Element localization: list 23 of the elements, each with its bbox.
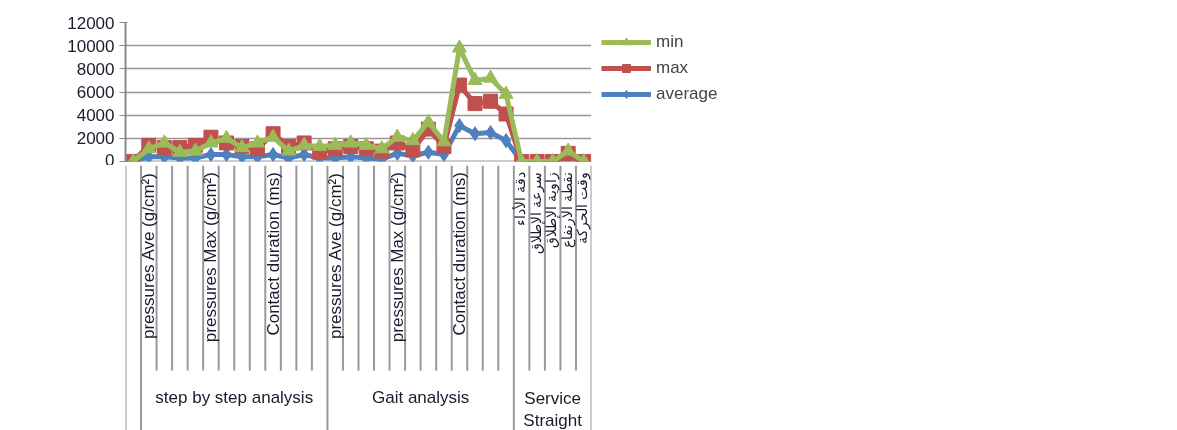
y-tick-label: 8000 <box>76 59 115 79</box>
x-tick-label: زاوية الإطلاق <box>543 172 561 249</box>
legend-label: max <box>656 58 689 78</box>
x-tick-label: سرعة الإطلاق <box>527 172 545 255</box>
text: step by step analysis <box>155 387 314 407</box>
x-tick-label: Contact duration (ms) <box>449 172 469 336</box>
y-tick-label: 12000 <box>67 13 115 33</box>
y-tick-label: 10000 <box>67 36 115 56</box>
y-tick-label: 2000 <box>76 129 115 149</box>
x-tick-label: وقت الحركة <box>574 172 592 245</box>
legend-label: min <box>656 32 684 52</box>
y-tick-label: 0 <box>105 150 115 170</box>
x-tick-label: pressures Ave (g/cm²) <box>325 173 345 340</box>
x-tick-label: دقة الأداء <box>511 172 529 227</box>
y-tick-label: 4000 <box>76 106 115 126</box>
text: Service Straight <box>523 388 583 430</box>
x-tick-label: pressures Max (g/cm²) <box>387 172 407 343</box>
text: Gait analysis <box>371 387 470 407</box>
x-tick-label: pressures Ave (g/cm²) <box>139 173 159 340</box>
y-tick-label: 6000 <box>76 83 115 102</box>
legend-label: average <box>656 84 718 104</box>
x-tick-label: pressures Max (g/cm²) <box>201 172 221 343</box>
x-tick-label: Contact duration (ms) <box>263 172 283 336</box>
